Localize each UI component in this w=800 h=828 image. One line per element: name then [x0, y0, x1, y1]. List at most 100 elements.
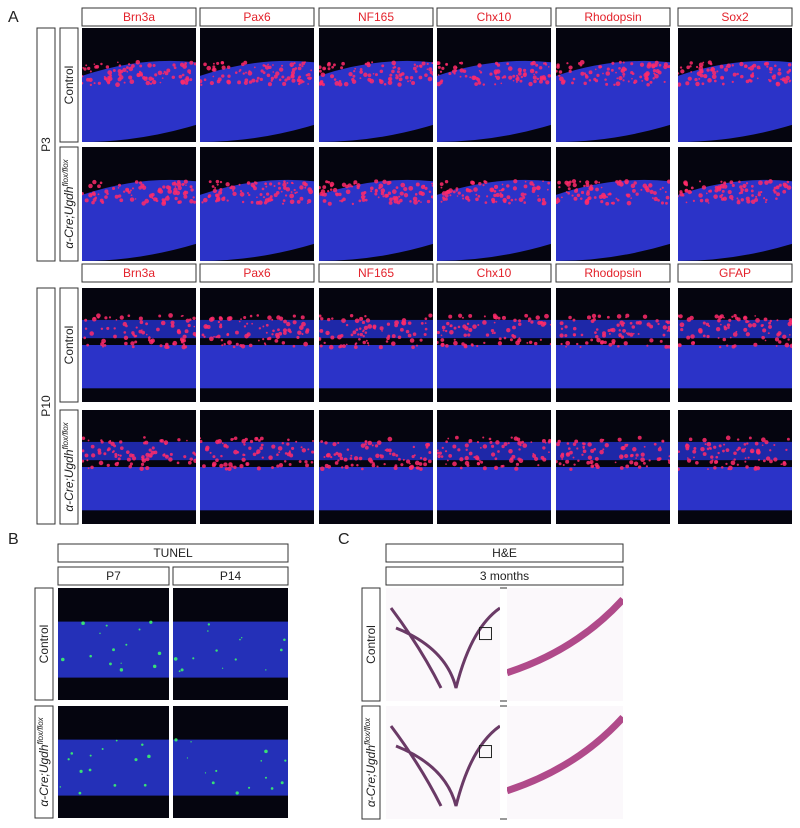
- signal: [143, 436, 146, 439]
- signal: [319, 344, 323, 348]
- signal: [91, 453, 96, 458]
- signal: [370, 190, 373, 193]
- signal: [717, 336, 720, 339]
- signal: [134, 340, 138, 344]
- signal: [188, 72, 191, 75]
- signal: [521, 440, 525, 444]
- signal: [580, 333, 584, 337]
- signal: [233, 449, 238, 455]
- signal: [218, 190, 223, 195]
- signal: [395, 73, 398, 77]
- signal: [141, 458, 145, 462]
- signal: [740, 74, 744, 79]
- signal: [491, 332, 494, 335]
- signal: [692, 449, 697, 454]
- signal: [678, 82, 682, 87]
- signal: [359, 67, 363, 71]
- signal: [157, 70, 163, 76]
- signal: [633, 461, 639, 466]
- signal: [590, 319, 595, 324]
- signal: [307, 448, 310, 451]
- signal: [353, 182, 356, 185]
- signal: [219, 463, 224, 468]
- signal: [426, 199, 431, 204]
- signal: [278, 316, 284, 321]
- signal: [144, 440, 149, 445]
- signal: [541, 200, 547, 206]
- signal: [70, 752, 74, 755]
- signal: [272, 64, 274, 66]
- signal: [652, 77, 655, 80]
- signal: [711, 74, 717, 80]
- signal: [549, 323, 551, 326]
- signal: [128, 75, 133, 80]
- signal: [678, 72, 680, 75]
- image: [507, 588, 623, 701]
- signal: [459, 466, 463, 470]
- signal: [341, 318, 346, 323]
- label-box: [36, 27, 56, 262]
- signal: [705, 322, 710, 327]
- signal: [530, 320, 534, 324]
- signal: [361, 320, 366, 325]
- signal: [243, 443, 246, 446]
- signal: [246, 322, 249, 325]
- signal: [501, 188, 504, 192]
- signal: [538, 79, 543, 84]
- signal: [207, 195, 211, 199]
- signal: [281, 202, 285, 205]
- signal: [697, 328, 703, 333]
- signal: [745, 79, 750, 84]
- tissue: [58, 739, 169, 796]
- genotype-sup: flox/flox: [36, 716, 45, 744]
- signal: [597, 314, 602, 318]
- signal: [88, 768, 92, 772]
- signal: [635, 192, 639, 196]
- signal: [426, 442, 431, 447]
- signal: [234, 658, 237, 661]
- signal: [350, 333, 354, 337]
- signal: [631, 72, 635, 76]
- signal: [329, 188, 333, 191]
- signal: [323, 341, 326, 345]
- genotype-sup: flox/flox: [61, 421, 70, 449]
- signal: [125, 324, 128, 328]
- signal: [277, 446, 283, 451]
- signal: [574, 188, 578, 193]
- signal: [216, 183, 219, 186]
- signal: [419, 456, 423, 460]
- signal: [769, 449, 772, 452]
- signal: [305, 329, 309, 334]
- signal: [117, 61, 119, 64]
- signal: [392, 66, 395, 69]
- signal: [615, 81, 621, 87]
- signal: [518, 322, 522, 326]
- signal: [541, 198, 546, 202]
- signal: [267, 315, 272, 320]
- signal: [398, 195, 401, 198]
- signal: [466, 322, 470, 326]
- signal: [377, 196, 380, 199]
- signal: [768, 79, 772, 83]
- signal: [508, 448, 513, 454]
- signal: [428, 190, 432, 194]
- signal: [449, 194, 452, 197]
- signal: [381, 330, 383, 332]
- signal: [91, 200, 95, 205]
- signal: [216, 61, 220, 65]
- signal: [324, 441, 328, 445]
- signal: [653, 196, 658, 202]
- signal: [494, 83, 497, 86]
- signal: [367, 73, 372, 78]
- signal: [414, 193, 418, 196]
- signal: [256, 76, 260, 80]
- signal: [149, 195, 152, 198]
- signal: [394, 320, 399, 326]
- signal: [359, 332, 364, 337]
- signal: [483, 341, 486, 345]
- signal: [529, 68, 535, 74]
- signal: [177, 186, 182, 191]
- signal: [284, 78, 288, 82]
- signal: [489, 440, 493, 444]
- signal: [141, 330, 146, 335]
